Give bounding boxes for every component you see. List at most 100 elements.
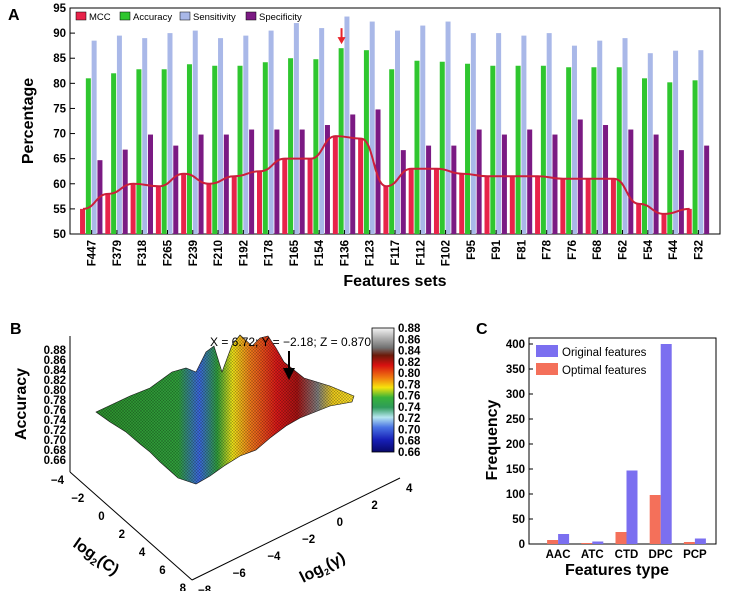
panel-c-y-tick-label: 200 <box>506 439 525 451</box>
bar-mcc-f54 <box>636 203 642 234</box>
bar-mcc-f117 <box>383 186 389 234</box>
bar-original-features-ctd <box>626 470 638 544</box>
bar-mcc-f210 <box>206 183 212 234</box>
bar-specificity-f154 <box>324 125 330 234</box>
bar-mcc-f239 <box>181 173 187 234</box>
bar-sensitivity-f68 <box>597 40 603 235</box>
panel-b-x-tick-label: 8 <box>180 583 187 591</box>
bar-accuracy-f154 <box>313 59 319 234</box>
panel-c-x-tick-label: PCP <box>683 549 707 561</box>
bar-specificity-f265 <box>173 145 179 234</box>
panel-a-x-tick-label: F165 <box>289 239 301 266</box>
panel-b-z-tick-label: 0.76 <box>44 405 66 417</box>
panel-c-x-tick-label: DPC <box>649 549 673 561</box>
panel-a-x-tick-label: F32 <box>693 240 705 260</box>
panel-b-y-label: log2(γ) <box>297 549 349 588</box>
panel-b-colorbar-tick-label: 0.88 <box>398 323 421 335</box>
panel-a-y-tick-label: 55 <box>53 204 66 216</box>
panel-b-z-tick-label: 0.78 <box>44 395 67 407</box>
bar-accuracy-f318 <box>136 69 142 234</box>
panel-b-colorbar-tick-label: 0.76 <box>398 391 420 403</box>
panel-a-x-axis: F447 F379 F318 F265 F239 F210 F192 F178 F165 F154… <box>87 230 705 266</box>
bar-sensitivity-f95 <box>470 33 476 234</box>
bar-accuracy-f81 <box>515 65 521 234</box>
bar-mcc-f136 <box>332 136 338 234</box>
panel-a-y-tick-label: 65 <box>53 154 66 166</box>
panel-a-x-tick-label: F76 <box>567 240 579 260</box>
panel-a-x-tick-label: F447 <box>87 240 99 266</box>
legend-label-mcc: MCC <box>89 12 111 23</box>
bar-optimal-features-aac <box>547 540 559 544</box>
bar-optimal-features-dpc <box>649 495 661 544</box>
panel-c-y-tick-label: 150 <box>506 464 525 476</box>
bar-original-features-dpc <box>660 344 672 544</box>
bar-sensitivity-f318 <box>142 38 148 235</box>
legend-swatch-mcc <box>75 11 87 21</box>
panel-c-y-tick-label: 300 <box>506 389 525 401</box>
bar-specificity-f136 <box>350 114 356 234</box>
panel-a-x-tick-label: F239 <box>188 240 200 266</box>
panel-b-surface <box>95 334 355 485</box>
panel-b-colorbar-tick-label: 0.72 <box>398 413 420 425</box>
bar-sensitivity-f117 <box>395 30 400 234</box>
panel-c-y-tick-label: 250 <box>506 414 525 426</box>
bar-accuracy-f95 <box>465 63 471 234</box>
panel-b-colorbar-tick-label: 0.66 <box>398 447 420 459</box>
panel-a-x-tick-label: F318 <box>137 239 149 266</box>
panel-c-y-tick-label: 50 <box>512 514 525 526</box>
bar-mcc-f78 <box>535 176 541 234</box>
bar-sensitivity-f154 <box>319 28 325 235</box>
bar-specificity-f379 <box>122 149 128 234</box>
bar-specificity-f210 <box>223 134 229 234</box>
panel-b-y-axis-line <box>191 477 401 581</box>
bar-accuracy-f32 <box>692 80 698 234</box>
panel-a-x-label: Features sets <box>343 273 446 290</box>
bar-sensitivity-f112 <box>420 25 426 235</box>
panel-c-y-tick-label: 0 <box>519 539 525 551</box>
bar-optimal-features-pcp <box>683 542 695 544</box>
bar-sensitivity-f91 <box>496 33 502 234</box>
panel-b-y-tick-label: −6 <box>233 568 246 580</box>
panel-c-letter: C <box>476 321 488 338</box>
panel-a-x-tick-label: F81 <box>516 239 528 259</box>
bar-accuracy-f68 <box>591 67 597 234</box>
bar-specificity-f239 <box>198 134 204 234</box>
panel-a-y-tick-label: 50 <box>53 229 66 241</box>
panel-b-z-tick-label: 0.86 <box>44 355 66 367</box>
legend-label-optimal-features: Optimal features <box>562 365 647 377</box>
panel-b-x-tick-label: −2 <box>71 493 84 505</box>
bar-mcc-f318 <box>130 183 136 234</box>
panel-b-colorbar-tick-label: 0.78 <box>398 379 421 391</box>
panel-b-y-tick-label: −8 <box>198 585 212 591</box>
bar-specificity-f178 <box>274 129 280 234</box>
bar-mcc-f95 <box>459 173 465 234</box>
bar-sensitivity-f265 <box>167 33 173 234</box>
bar-accuracy-f265 <box>161 69 167 234</box>
bar-specificity-f95 <box>476 129 482 234</box>
panel-b-colorbar-tick-label: 0.68 <box>398 436 421 448</box>
bar-sensitivity-f123 <box>369 21 375 235</box>
panel-b-z-tick-label: 0.84 <box>44 365 67 377</box>
bar-mcc-f379 <box>105 193 111 234</box>
panel-a-x-tick-label: F95 <box>466 239 478 259</box>
panel-b-z-ticks: 0.660.680.700.720.740.760.780.800.820.84… <box>44 345 67 467</box>
panel-a-y-tick-label: 90 <box>53 28 66 40</box>
bar-mcc-f447 <box>80 208 86 234</box>
panel-b-y-tick-label: −2 <box>302 534 315 546</box>
bar-specificity-f81 <box>527 129 533 234</box>
panel-a-y-tick-label: 70 <box>53 129 66 141</box>
bar-specificity-f44 <box>678 150 684 234</box>
bar-accuracy-f239 <box>186 64 192 234</box>
panel-a-x-tick-label: F117 <box>390 240 402 266</box>
panel-b-x-ticks: −4 −2 0 2 4 6 8 <box>51 475 187 595</box>
legend-label-specificity: Specificity <box>259 12 302 23</box>
panel-b-x-tick-label: −4 <box>51 475 65 487</box>
bar-sensitivity-f165 <box>293 23 299 234</box>
bar-optimal-features-ctd <box>615 532 627 544</box>
panel-a-y-tick-label: 85 <box>53 53 66 65</box>
panel-b-y-tick-label: −4 <box>267 551 281 563</box>
panel-a-x-tick-label: F44 <box>668 239 680 259</box>
panel-c-bars <box>547 344 706 544</box>
panel-b-annotation-arrowhead <box>283 368 295 380</box>
